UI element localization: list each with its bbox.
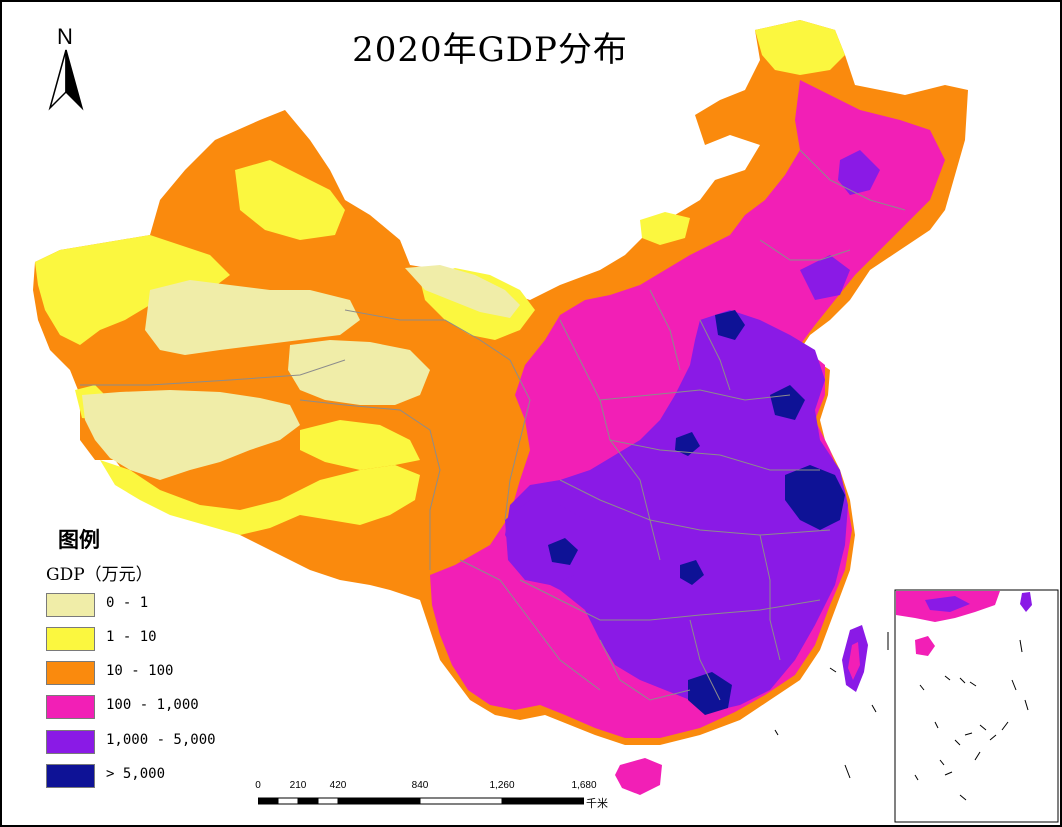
heilongjiang-north-region: [755, 20, 845, 75]
northeast-region-patch: [838, 150, 880, 195]
central-china-patch: [680, 560, 704, 585]
legend-title: 图例: [58, 527, 100, 552]
legend-item: 1,000 - 5,000: [46, 730, 266, 756]
qinghai-south-region: [300, 420, 420, 470]
shandong-region: [770, 385, 805, 420]
pearl-river-delta-region: [688, 672, 732, 715]
scale-tick-label: 1,260: [489, 780, 515, 791]
legend-label: 10 - 100: [106, 663, 174, 679]
scale-tick-label: 0: [255, 780, 261, 791]
north-arrow-label: N: [57, 24, 73, 49]
xinjiang-dzungaria-region: [235, 160, 345, 240]
legend-swatch: [46, 593, 95, 617]
tibet-south-region: [100, 460, 420, 535]
scale-unit: 千米: [586, 797, 608, 810]
legend-label: 100 - 1,000: [106, 697, 199, 713]
qaidam-region: [288, 340, 430, 405]
legend-item: 100 - 1,000: [46, 695, 266, 721]
province-boundaries: [80, 149, 906, 701]
alxa-region: [405, 265, 520, 318]
inset-taiwan: [1020, 592, 1032, 612]
north-arrow-icon: [48, 49, 84, 111]
inset-coastal-patch: [925, 596, 970, 612]
taklamakan-region: [145, 280, 360, 355]
beijing-tianjin-region: [715, 310, 745, 340]
legend-label: 1 - 10: [106, 629, 157, 645]
map-title: 2020年GDP分布: [352, 30, 628, 70]
chengdu-region: [548, 538, 578, 565]
legend-label: > 5,000: [106, 766, 166, 782]
legend-swatch: [46, 661, 95, 685]
northeast-region-patch: [800, 255, 850, 300]
xinjiang-north-region: [35, 235, 230, 345]
offshore-islands: [774, 632, 889, 779]
taiwan-island-highland: [848, 642, 860, 680]
legend-item: 10 - 100: [46, 661, 266, 687]
legend-label: 1,000 - 5,000: [106, 732, 216, 748]
inset-islands: [914, 639, 1029, 801]
legend-item: > 5,000: [46, 764, 266, 790]
very-high-gdp-region: [505, 310, 848, 712]
tibet-plateau-region: [82, 390, 300, 480]
yangtze-delta-region: [785, 465, 845, 530]
legend-item: 1 - 10: [46, 627, 266, 653]
hainan-island: [615, 758, 662, 795]
scale-tick-label: 840: [411, 780, 429, 791]
inset-frame: [894, 589, 1059, 823]
scale-tick-label: 210: [289, 780, 307, 791]
legend-swatch: [46, 730, 95, 754]
legend-subtitle: GDP（万元）: [46, 565, 153, 585]
legend-swatch: [46, 627, 95, 651]
legend-label: 0 - 1: [106, 595, 149, 611]
inner-mongolia-east-region: [640, 212, 690, 245]
scale-tick-label: 1,680: [571, 780, 597, 791]
scale-bar: [258, 797, 584, 805]
inset-hainan: [915, 636, 935, 656]
legend-item: 0 - 1: [46, 593, 266, 619]
scale-tick-label: 420: [329, 780, 347, 791]
central-china-patch: [675, 432, 700, 456]
legend-swatch: [46, 764, 95, 788]
legend-swatch: [46, 695, 95, 719]
